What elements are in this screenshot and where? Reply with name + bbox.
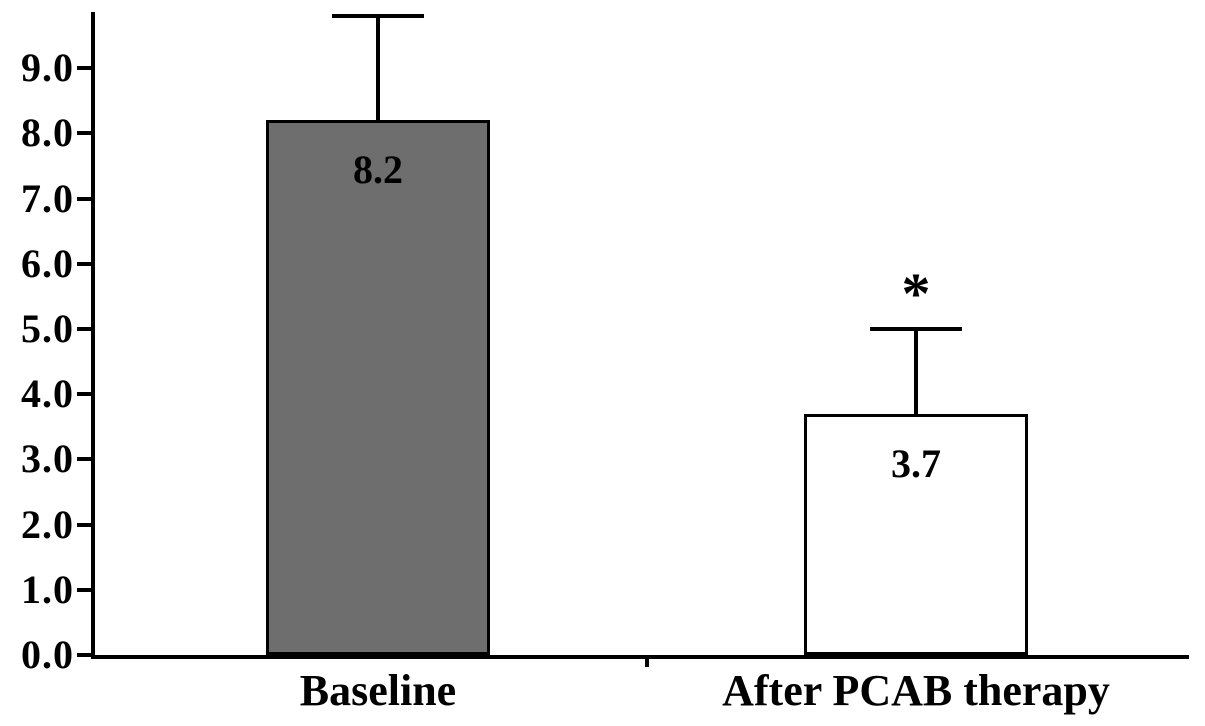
- y-axis-tick-label: 0.0: [21, 632, 74, 677]
- y-axis-tick-label: 6.0: [21, 240, 74, 286]
- category-label: Baseline: [299, 666, 457, 715]
- y-axis-tick: [77, 457, 91, 462]
- x-axis-mid-tick: [645, 659, 649, 667]
- y-axis-tick: [77, 653, 91, 657]
- y-axis-tick: [77, 392, 91, 397]
- y-axis-line: [91, 12, 95, 659]
- error-bar-line: [376, 16, 380, 121]
- y-axis-tick: [77, 327, 91, 331]
- y-axis-tick: [77, 261, 91, 266]
- x-axis-line: [91, 655, 1189, 659]
- error-bar-cap: [870, 327, 962, 331]
- bar-after-pcab-therapy: [804, 413, 1028, 655]
- y-axis-tick-label: 8.0: [21, 110, 74, 156]
- y-axis-tick: [77, 196, 91, 201]
- y-axis-tick-label: 1.0: [21, 566, 74, 612]
- y-axis-tick-label: 7.0: [21, 175, 74, 221]
- y-axis-tick: [77, 131, 91, 136]
- bar-baseline: [266, 120, 490, 655]
- y-axis-tick: [77, 66, 91, 71]
- error-bar-line: [914, 329, 918, 414]
- category-label: After PCAB therapy: [722, 666, 1110, 715]
- y-axis-tick-label: 5.0: [21, 306, 74, 351]
- y-axis-tick: [77, 587, 91, 592]
- y-axis-tick-label: 4.0: [21, 371, 74, 417]
- bar-value-label: 3.7: [891, 440, 941, 486]
- significance-asterisk: *: [901, 261, 931, 326]
- y-axis-tick-label: 2.0: [21, 501, 74, 547]
- y-axis-tick: [77, 522, 91, 527]
- y-axis-tick-label: 3.0: [21, 436, 74, 482]
- y-axis-tick-label: 9.0: [21, 45, 74, 91]
- error-bar-cap: [332, 14, 424, 19]
- bar-value-label: 8.2: [353, 147, 403, 193]
